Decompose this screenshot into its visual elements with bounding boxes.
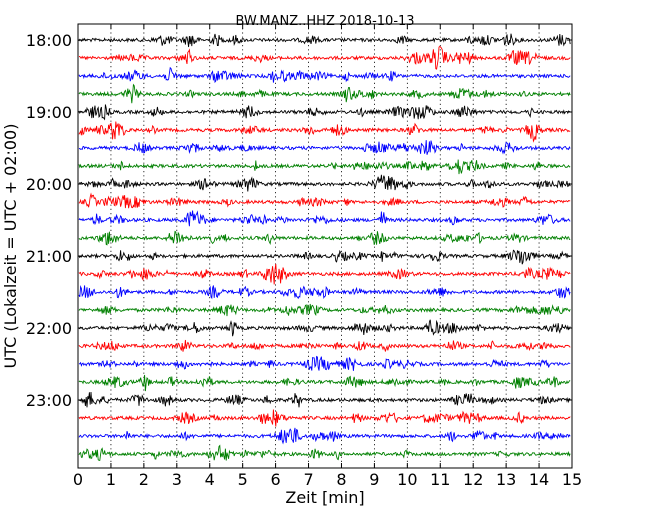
x-tick-label: 2 [139, 470, 149, 489]
seismogram-trace [78, 303, 571, 317]
x-tick-label: 7 [303, 470, 313, 489]
seismogram-trace [78, 174, 571, 192]
x-tick-label: 1 [106, 470, 116, 489]
seismogram-trace [78, 230, 571, 246]
y-tick-label: 20:00 [26, 175, 72, 194]
seismogram-trace [78, 444, 571, 461]
seismogram-trace [78, 249, 571, 265]
seismogram-trace [78, 319, 571, 337]
y-tick-label: 22:00 [26, 319, 72, 338]
y-tick-label: 19:00 [26, 103, 72, 122]
seismogram-trace [78, 33, 571, 48]
axes: 0 1 2 3 4 5 6 7 8 9 10 11 12 13 14 1518:0019:0020:0021:… [26, 24, 582, 489]
x-tick-label: 12 [463, 470, 483, 489]
seismogram-trace [78, 121, 571, 143]
seismogram-trace [78, 210, 571, 227]
seismogram-trace [78, 427, 571, 445]
seismogram-trace [78, 263, 571, 285]
seismogram-trace [78, 159, 571, 175]
seismogram-traces [78, 33, 571, 461]
y-axis-label: UTC (Lokalzeit = UTC + 02:00) [1, 124, 20, 369]
seismogram-trace [78, 392, 571, 408]
plot-frame [77, 23, 573, 469]
x-tick-label: 14 [529, 470, 549, 489]
x-tick-label: 10 [397, 470, 417, 489]
seismogram-trace [78, 140, 571, 155]
x-tick-label: 11 [430, 470, 450, 489]
x-tick-label: 3 [172, 470, 182, 489]
seismogram-trace [78, 285, 571, 300]
seismogram-trace [78, 339, 571, 352]
x-tick-label: 15 [562, 470, 582, 489]
y-tick-label: 21:00 [26, 247, 72, 266]
x-tick-label: 13 [496, 470, 516, 489]
seismogram-trace [78, 45, 571, 70]
x-tick-label: 6 [271, 470, 281, 489]
seismogram-trace [78, 374, 571, 392]
x-axis-label: Zeit [min] [285, 488, 364, 507]
x-tick-label: 9 [369, 470, 379, 489]
chart-title: BW.MANZ..HHZ 2018-10-13 [235, 14, 414, 29]
seismogram-trace [78, 66, 571, 84]
y-tick-label: 18:00 [26, 31, 72, 50]
x-tick-label: 8 [336, 470, 346, 489]
y-tick-label: 23:00 [26, 391, 72, 410]
seismogram-trace [78, 409, 571, 427]
seismogram-trace [78, 192, 571, 209]
x-tick-label: 4 [205, 470, 215, 489]
x-tick-label: 5 [238, 470, 248, 489]
seismogram-trace [78, 104, 571, 121]
seismogram-trace [78, 355, 571, 371]
grid-lines [110, 24, 540, 468]
x-tick-label: 0 [73, 470, 83, 489]
seismogram-trace [78, 83, 571, 104]
